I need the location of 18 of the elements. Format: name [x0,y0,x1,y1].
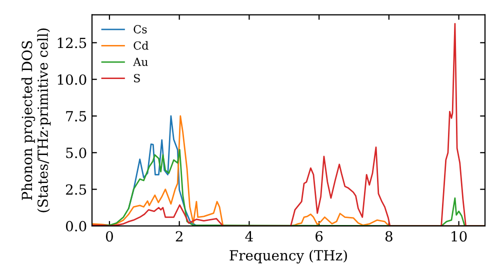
legend-label: Cd [134,41,148,50]
x-tick-label: 2 [176,231,182,242]
y-tick-label: 5.0 [66,148,86,158]
x-tick-label: 6 [316,231,323,242]
legend-label: Au [133,58,148,66]
x-tick-label: 4 [245,231,253,242]
x-tick-label: 8 [385,231,392,242]
x-tick-label: 0 [106,231,113,242]
y-tick-label: 12.5 [58,38,86,48]
legend-label: Cs [134,25,147,34]
y-axis-title: Phonon projected DOS (States/THz·primitive cell) [21,28,51,212]
x-tick-label: 10 [452,231,467,242]
y-tick-label: 7.5 [66,111,86,122]
legend-label: S [134,74,140,82]
y-tick-label: 0.0 [66,220,86,232]
y-tick-label: 10.0 [58,74,86,85]
x-axis-title: Frequency (THz) [230,250,347,264]
y-tick-label: 2.5 [66,184,86,195]
